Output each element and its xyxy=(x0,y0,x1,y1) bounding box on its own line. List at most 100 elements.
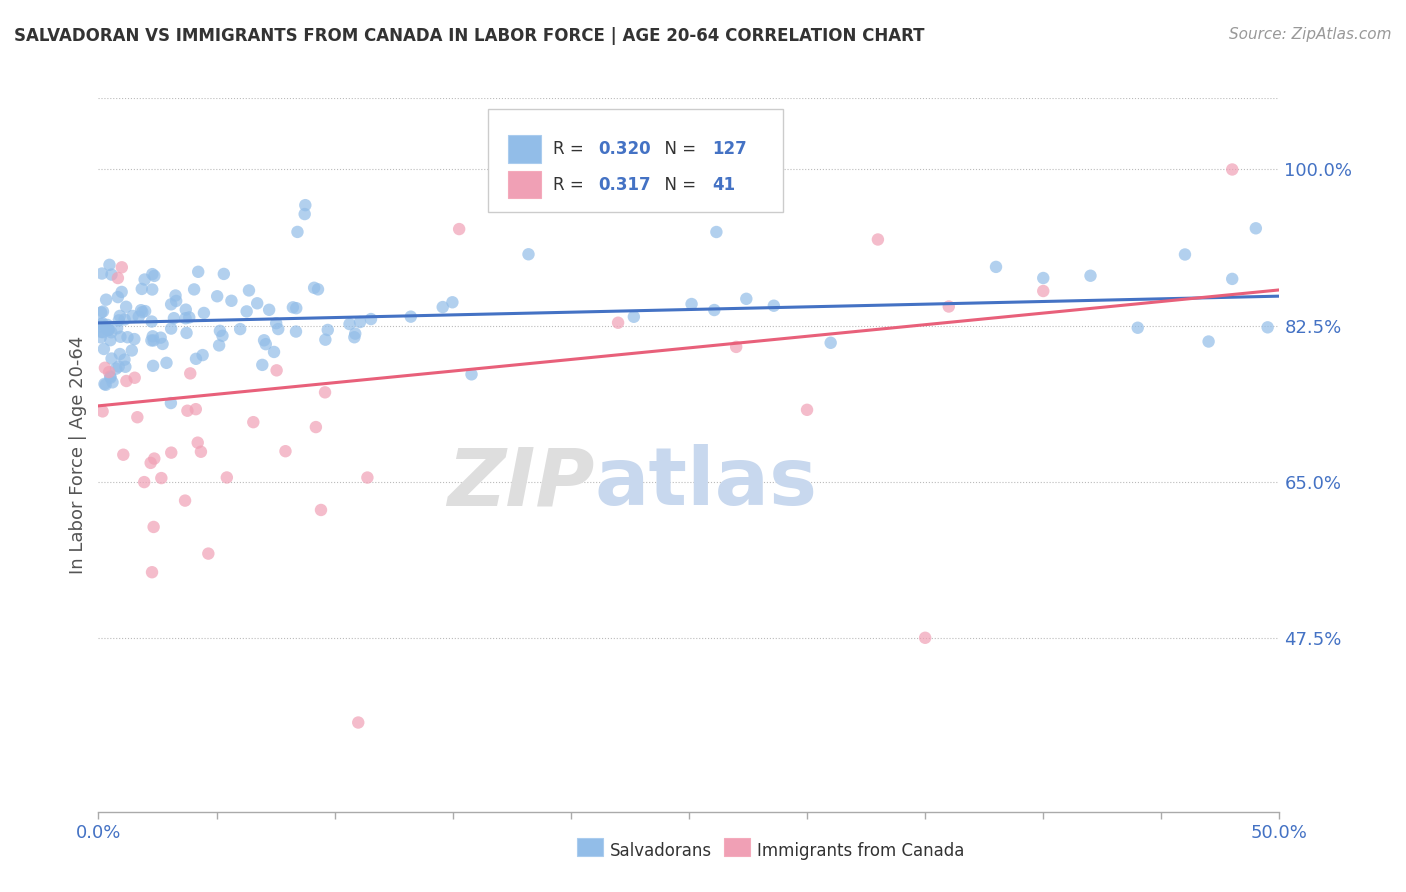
Point xyxy=(131,282,153,296)
Point xyxy=(91,304,114,318)
Point xyxy=(607,316,630,330)
Point xyxy=(184,402,207,417)
Point xyxy=(94,377,117,392)
Text: atlas: atlas xyxy=(595,444,817,523)
Point xyxy=(266,363,288,377)
Point xyxy=(235,304,257,318)
Point xyxy=(735,292,758,306)
Point xyxy=(143,268,166,283)
Point xyxy=(97,323,120,337)
Point xyxy=(131,305,153,319)
Point xyxy=(267,322,290,336)
Point xyxy=(142,520,165,534)
Point xyxy=(1198,334,1220,349)
FancyBboxPatch shape xyxy=(508,136,541,162)
Point xyxy=(165,288,187,302)
Point xyxy=(314,385,336,400)
Point xyxy=(105,361,128,376)
Point xyxy=(176,403,198,417)
Point xyxy=(143,451,166,466)
Point xyxy=(1220,272,1243,286)
Point xyxy=(984,260,1007,274)
Point xyxy=(128,310,150,324)
Point xyxy=(163,311,186,326)
Point xyxy=(254,337,277,351)
Point xyxy=(141,314,163,328)
Point xyxy=(90,319,112,334)
Point xyxy=(229,322,252,336)
Point xyxy=(90,305,112,319)
Point xyxy=(142,334,165,348)
Point xyxy=(349,315,371,329)
Point xyxy=(108,347,131,361)
Point xyxy=(94,360,117,375)
Point xyxy=(820,335,842,350)
Point xyxy=(107,271,129,285)
Point xyxy=(105,321,128,335)
Point xyxy=(129,303,152,318)
Point xyxy=(90,325,112,339)
Point xyxy=(681,297,703,311)
Point xyxy=(111,285,134,299)
Point xyxy=(94,293,117,307)
Text: ZIP: ZIP xyxy=(447,444,595,523)
Point xyxy=(1220,162,1243,177)
Point xyxy=(160,297,183,311)
Point xyxy=(124,370,146,384)
Point xyxy=(155,356,177,370)
Point xyxy=(187,435,209,450)
Point xyxy=(98,369,121,384)
Text: N =: N = xyxy=(654,140,700,158)
Point xyxy=(142,359,165,373)
Point xyxy=(176,326,198,340)
Point xyxy=(96,318,118,332)
Point xyxy=(866,232,889,246)
Point xyxy=(191,348,214,362)
Point xyxy=(343,330,366,344)
Point xyxy=(1257,320,1279,334)
Point xyxy=(174,493,197,508)
Point xyxy=(141,566,163,580)
FancyBboxPatch shape xyxy=(488,109,783,212)
Point xyxy=(98,258,121,272)
Point xyxy=(309,503,332,517)
Point xyxy=(914,631,936,645)
Point xyxy=(294,198,316,212)
Point xyxy=(174,311,197,326)
Point xyxy=(441,295,464,310)
Point xyxy=(257,302,280,317)
Point xyxy=(274,444,297,458)
Point xyxy=(253,333,276,347)
Point xyxy=(339,317,361,331)
Point xyxy=(127,410,149,425)
Text: Source: ZipAtlas.com: Source: ZipAtlas.com xyxy=(1229,27,1392,42)
Point xyxy=(160,445,183,459)
Point xyxy=(623,310,645,324)
Point xyxy=(160,396,183,410)
Text: Immigrants from Canada: Immigrants from Canada xyxy=(758,842,965,860)
Text: SALVADORAN VS IMMIGRANTS FROM CANADA IN LABOR FORCE | AGE 20-64 CORRELATION CHAR: SALVADORAN VS IMMIGRANTS FROM CANADA IN … xyxy=(14,27,925,45)
Text: 127: 127 xyxy=(713,140,748,158)
Text: R =: R = xyxy=(553,176,589,194)
Point xyxy=(215,470,238,484)
Point xyxy=(314,333,336,347)
Point xyxy=(221,293,243,308)
Point xyxy=(100,351,122,366)
Point xyxy=(108,313,131,327)
Point xyxy=(110,330,132,344)
Point xyxy=(93,342,115,356)
Point xyxy=(703,303,725,318)
Point xyxy=(208,324,231,338)
Point xyxy=(179,367,201,381)
Text: N =: N = xyxy=(654,176,700,194)
Point xyxy=(141,267,163,281)
Point xyxy=(90,330,112,344)
Point xyxy=(107,290,129,304)
Point xyxy=(134,304,156,318)
Point xyxy=(183,282,205,296)
Point xyxy=(211,328,233,343)
Point xyxy=(187,265,209,279)
Point xyxy=(112,448,135,462)
Point xyxy=(432,300,454,314)
Point xyxy=(205,289,228,303)
